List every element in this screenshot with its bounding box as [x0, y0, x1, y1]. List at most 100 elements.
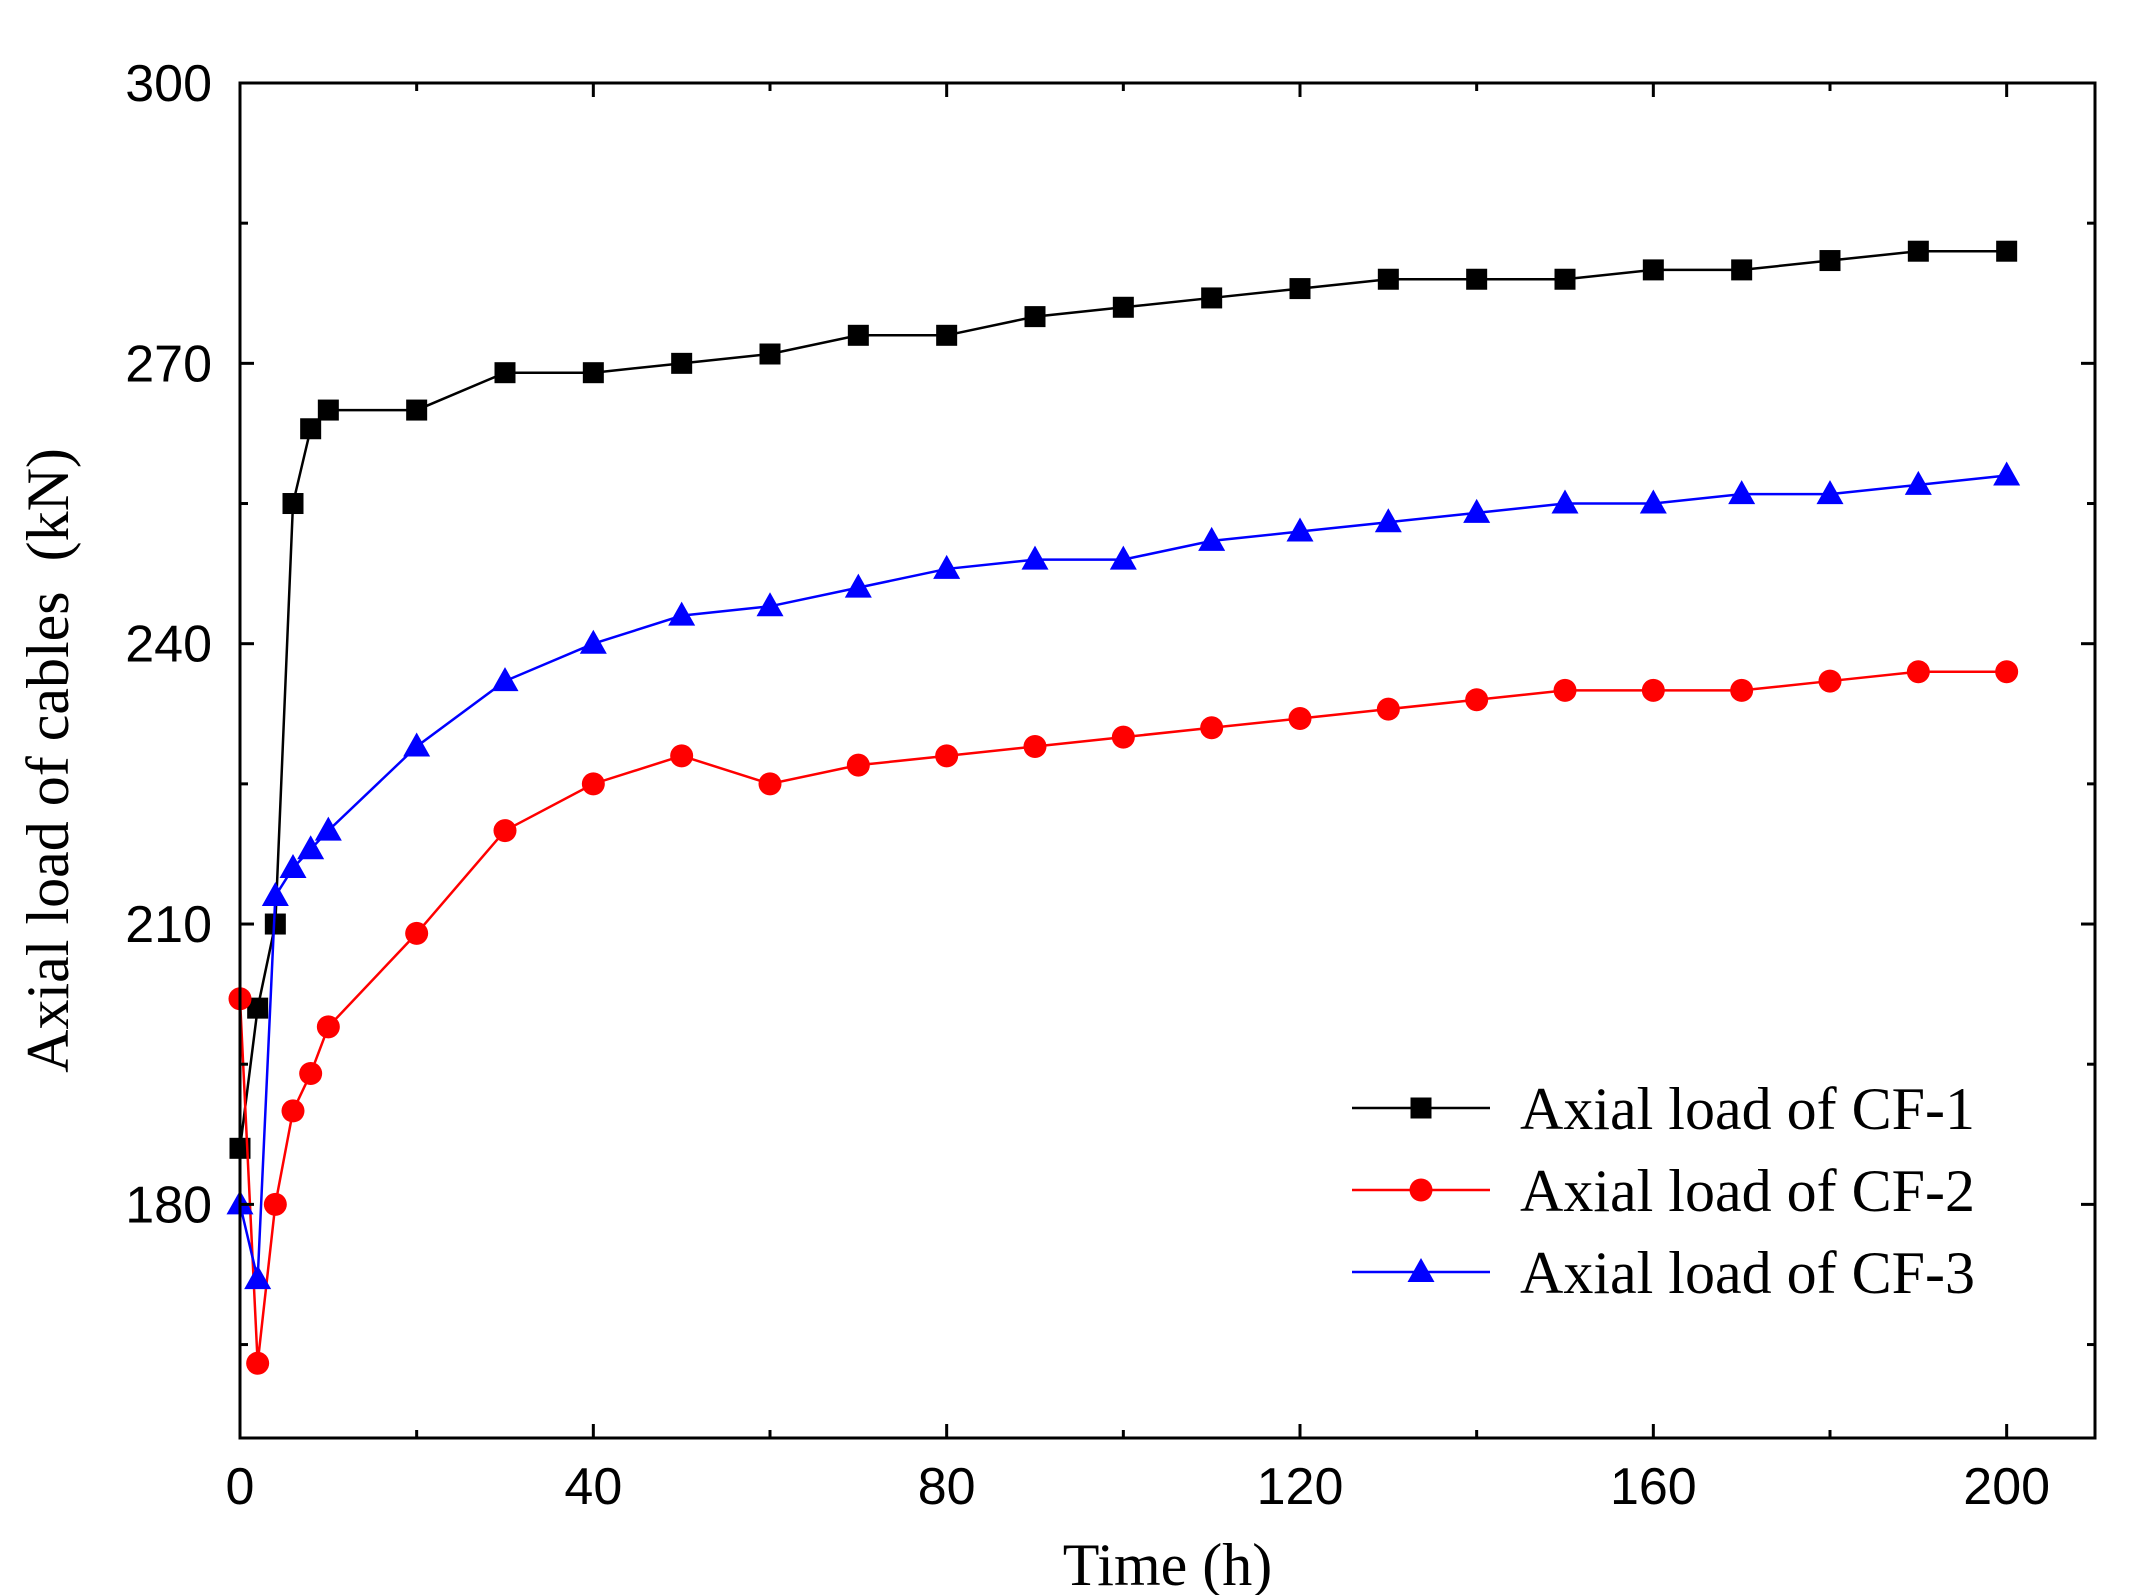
series-2-point — [1818, 669, 1842, 693]
series-1-point — [300, 418, 322, 440]
series-3-point — [1286, 517, 1314, 542]
series-2-point — [758, 772, 782, 796]
y-tick-label: 300 — [125, 55, 212, 113]
series-3 — [226, 461, 2021, 1290]
series-1-point — [582, 362, 604, 384]
plot-frame — [238, 81, 2097, 1440]
y-tick-label: 210 — [125, 896, 212, 954]
series-3-point — [933, 554, 961, 579]
series-3-point — [403, 732, 431, 757]
series-3-point — [1993, 461, 2021, 486]
series-2-point — [581, 772, 605, 796]
series-2-point — [670, 744, 694, 768]
series-1-point — [671, 352, 693, 374]
series-1-point — [317, 399, 339, 421]
series-layer — [226, 240, 2021, 1375]
series-3-point — [1728, 480, 1756, 505]
legend-item-1: Axial load of CF-1 — [1352, 1076, 1975, 1142]
series-2-point — [1376, 697, 1400, 721]
y-tick-label: 180 — [125, 1176, 212, 1234]
axes-layer: 0 40 80 120 160 200 180 210 240 270 300 — [125, 55, 2095, 1516]
series-2-point — [1730, 678, 1754, 702]
series-2-point — [246, 1351, 270, 1375]
series-2-point — [263, 1192, 287, 1216]
series-1-point — [247, 997, 269, 1019]
series-3-point — [1639, 489, 1667, 514]
series-1-point — [759, 343, 781, 365]
series-1-point — [1907, 240, 1929, 262]
y-axis-title: Axial load of cables (kN) — [15, 448, 81, 1073]
series-3-point — [244, 1265, 272, 1290]
series-2-point — [1995, 660, 2019, 684]
series-2-point — [405, 921, 429, 945]
legend: Axial load of CF-1 Axial load of CF-2 Axia… — [1352, 1076, 1975, 1306]
series-2-point — [846, 753, 870, 777]
series-1-point — [1024, 306, 1046, 328]
series-1-point — [1377, 268, 1399, 290]
legend-item-3: Axial load of CF-3 — [1352, 1240, 1975, 1306]
series-2-point — [1906, 660, 1930, 684]
series-2-point — [1200, 716, 1224, 740]
x-tick-label: 160 — [1610, 1458, 1697, 1516]
series-3-point — [1374, 508, 1402, 533]
series-2-point — [1111, 725, 1135, 749]
series-3-point — [314, 816, 342, 841]
series-2 — [228, 660, 2019, 1375]
series-2-point — [316, 1015, 340, 1039]
series-3-point — [1198, 526, 1226, 551]
series-3-point — [279, 853, 307, 878]
series-3-point — [297, 835, 325, 860]
series-2-point — [1553, 678, 1577, 702]
legend-label: Axial load of CF-3 — [1520, 1240, 1975, 1306]
series-3-point — [844, 573, 872, 598]
legend-marker — [1409, 1178, 1433, 1202]
y-tick-label: 240 — [125, 616, 212, 674]
series-1-point — [1201, 287, 1223, 309]
y-tick-label: 270 — [125, 335, 212, 393]
series-1-point — [1731, 259, 1753, 281]
series-1-point — [1996, 240, 2018, 262]
series-1-point — [282, 493, 304, 515]
legend-label: Axial load of CF-1 — [1520, 1076, 1975, 1142]
series-1-point — [1819, 250, 1841, 272]
series-2-point — [281, 1099, 305, 1123]
series-1-point — [1554, 268, 1576, 290]
series-3-point — [1904, 470, 1932, 495]
series-2-point — [935, 744, 959, 768]
series-3-point — [261, 882, 289, 906]
series-2-point — [1465, 688, 1489, 712]
series-1-point — [1466, 268, 1488, 290]
series-1-point — [264, 913, 286, 935]
series-3-point — [1816, 480, 1844, 505]
series-3-point — [756, 592, 784, 617]
legend-marker — [1410, 1097, 1432, 1119]
series-2-point — [299, 1062, 323, 1086]
series-1-point — [406, 399, 428, 421]
series-2-point — [493, 819, 517, 843]
x-tick-label: 80 — [918, 1458, 976, 1516]
series-1-point — [494, 362, 516, 384]
x-axis-title: Time (h) — [1063, 1532, 1272, 1595]
series-2-point — [1288, 706, 1312, 730]
series-2-point — [1641, 678, 1665, 702]
series-2-point — [1023, 734, 1047, 758]
series-1-point — [1642, 259, 1664, 281]
series-3-point — [579, 629, 607, 654]
legend-marker — [1407, 1258, 1435, 1282]
series-1-point — [936, 324, 958, 346]
series-3-point — [1021, 545, 1049, 570]
legend-label: Axial load of CF-2 — [1520, 1158, 1975, 1224]
series-1-point — [1112, 296, 1134, 318]
series-1-point — [847, 324, 869, 346]
series-3-point — [1551, 489, 1579, 514]
x-tick-label: 40 — [564, 1458, 622, 1516]
legend-item-2: Axial load of CF-2 — [1352, 1158, 1975, 1224]
series-1 — [229, 240, 2018, 1159]
x-tick-label: 0 — [226, 1458, 255, 1516]
series-3-point — [491, 667, 519, 692]
x-tick-label: 120 — [1257, 1458, 1344, 1516]
series-3-point — [1463, 498, 1491, 523]
series-3-point — [668, 601, 696, 626]
